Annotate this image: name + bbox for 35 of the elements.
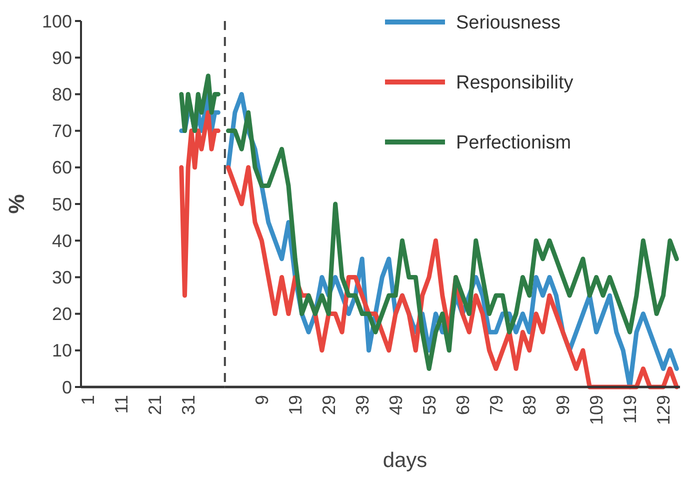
legend-label: Seriousness [456, 12, 561, 34]
legend-label: Responsibility [456, 72, 574, 94]
y-tick-label: 0 [62, 377, 72, 398]
y-tick-label: 70 [52, 121, 72, 142]
x-tick-label: 1 [78, 395, 98, 406]
x-tick-label: 119 [620, 395, 640, 424]
y-tick-label: 20 [52, 304, 72, 324]
y-tick-label: 80 [52, 84, 72, 104]
line-series [179, 110, 220, 298]
x-tick-label: 31 [178, 395, 198, 416]
legend-label: Perfectionism [456, 132, 572, 154]
y-tick-label: 90 [52, 48, 72, 68]
y-tick-label: 10 [52, 340, 72, 361]
y-tick-label: 40 [52, 230, 72, 251]
x-tick-label: 109 [586, 395, 607, 426]
x-tick-label: 39 [352, 395, 372, 416]
x-axis-title: days [382, 449, 428, 472]
x-tick-label: 29 [318, 395, 339, 416]
x-tick-label: 49 [386, 395, 406, 416]
x-tick-label: 79 [486, 395, 506, 416]
y-tick-label: 100 [42, 11, 72, 32]
y-tick-label: 50 [52, 194, 72, 214]
y-axis-title: % [4, 194, 29, 214]
y-tick-label: 30 [52, 268, 72, 288]
line-series [179, 74, 220, 134]
x-tick-label: 69 [452, 395, 473, 416]
y-tick-label: 60 [52, 158, 72, 178]
x-tick-label: 89 [520, 395, 540, 416]
x-tick-label: 9 [252, 395, 272, 406]
x-tick-label: 59 [419, 395, 440, 416]
x-tick-label: 11 [111, 395, 132, 414]
x-tick-label: 99 [553, 395, 574, 416]
x-tick-label: 129 [654, 395, 674, 426]
x-tick-label: 19 [285, 395, 306, 416]
x-tick-label: 21 [144, 395, 165, 416]
